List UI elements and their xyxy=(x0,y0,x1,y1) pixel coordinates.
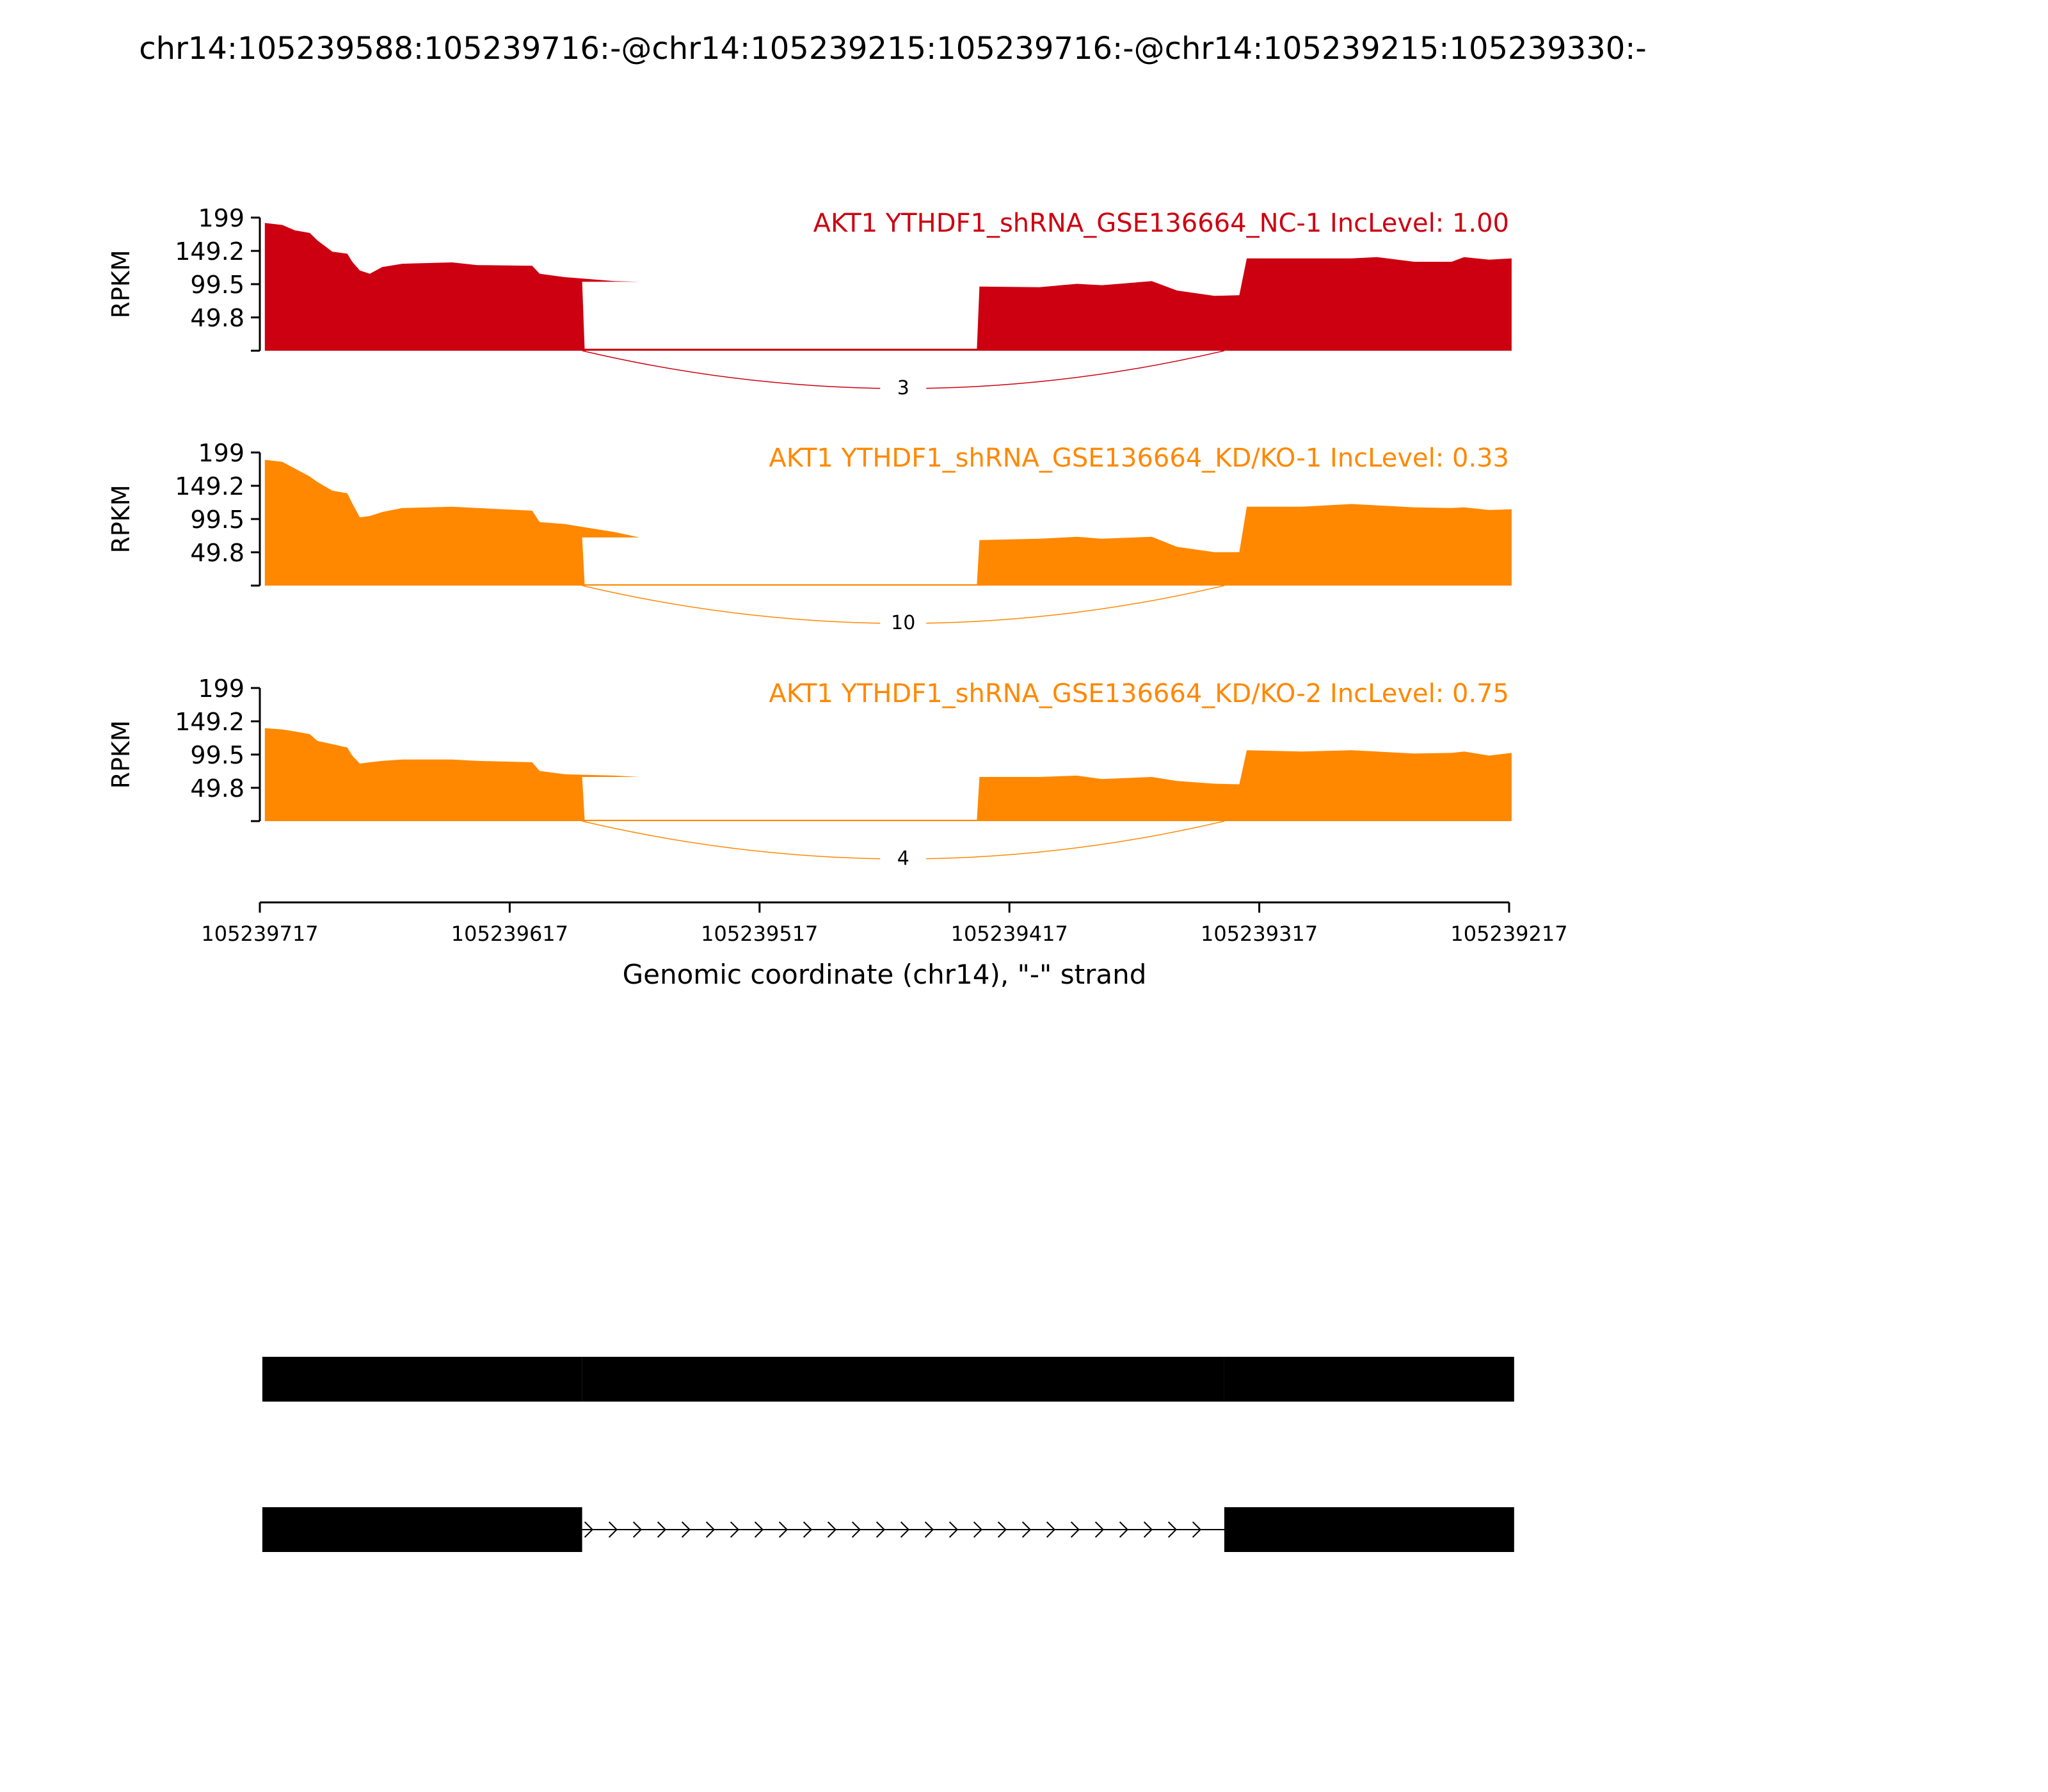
coverage-panel: 199 149.2 99.5 49.8 RPKM AKT1 YTHDF1_shRNA_GS… xyxy=(107,439,1512,634)
x-axis-label: Genomic coordinate (chr14), "-" strand xyxy=(623,959,1147,990)
x-axis: 105239717 105239617 105239517 105239417 1052… xyxy=(201,901,1568,990)
exon-block xyxy=(582,1357,1224,1402)
strand-arrow-icon xyxy=(1046,1521,1056,1538)
coverage-area xyxy=(264,728,1512,821)
exon-block xyxy=(262,1357,582,1402)
junction-label-bg xyxy=(880,609,927,634)
x-tick-label: 105239217 xyxy=(1450,922,1567,946)
junction-count-label: 4 xyxy=(897,847,909,870)
junction-count-label: 10 xyxy=(891,612,915,634)
exon-block xyxy=(1224,1507,1514,1552)
coverage-area xyxy=(264,460,1512,586)
strand-arrow-icon xyxy=(876,1521,886,1538)
strand-arrow-icon xyxy=(924,1521,934,1538)
panel-title: AKT1 YTHDF1_shRNA_GSE136664_KD/KO-1 IncL… xyxy=(769,444,1509,473)
transcript-track xyxy=(262,1507,1514,1552)
junction-count-label: 3 xyxy=(897,377,909,399)
panel-title: AKT1 YTHDF1_shRNA_GSE136664_KD/KO-2 IncL… xyxy=(769,679,1509,708)
x-tick-label: 105239717 xyxy=(201,922,318,946)
strand-arrow-icon xyxy=(1143,1521,1153,1538)
strand-arrow-icon xyxy=(973,1521,983,1538)
strand-arrow-icon xyxy=(948,1521,959,1538)
x-tick-label: 105239317 xyxy=(1201,922,1318,946)
y-tick-label: 149.2 xyxy=(175,472,244,500)
strand-arrow-icon xyxy=(900,1521,910,1538)
coverage-panel: 199 149.2 99.5 49.8 RPKM AKT1 YTHDF1_shRNA_GS… xyxy=(107,204,1512,399)
strand-arrow-icon xyxy=(608,1521,618,1538)
x-tick-label: 105239617 xyxy=(451,922,568,946)
y-tick-label: 49.8 xyxy=(190,774,244,803)
strand-arrow-icon xyxy=(1167,1521,1178,1538)
strand-arrow-icon xyxy=(1070,1521,1080,1538)
y-tick-label: 149.2 xyxy=(175,708,244,736)
strand-arrow-icon xyxy=(657,1521,667,1538)
panel-title: AKT1 YTHDF1_shRNA_GSE136664_NC-1 IncLeve… xyxy=(813,209,1509,238)
coverage-panels: 199 149.2 99.5 49.8 RPKM AKT1 YTHDF1_shRNA_GS… xyxy=(107,204,1512,870)
strand-arrow-icon xyxy=(997,1521,1007,1538)
y-tick-label: 49.8 xyxy=(190,539,244,567)
y-axis-label: RPKM xyxy=(107,720,135,788)
strand-arrow-icon xyxy=(584,1521,594,1538)
y-axis-label: RPKM xyxy=(107,484,135,553)
strand-arrow-icon xyxy=(1094,1521,1105,1538)
strand-arrow-icon xyxy=(705,1521,716,1538)
strand-arrow-icon xyxy=(827,1521,837,1538)
strand-arrow-icon xyxy=(1119,1521,1129,1538)
transcript-models xyxy=(262,1357,1514,1552)
coverage-panel: 199 149.2 99.5 49.8 RPKM AKT1 YTHDF1_shRNA_GS… xyxy=(107,675,1512,870)
strand-arrow-icon xyxy=(681,1521,691,1538)
y-tick-label: 99.5 xyxy=(190,271,244,299)
transcript-track xyxy=(262,1357,1514,1402)
y-tick-label: 99.5 xyxy=(190,741,244,769)
y-tick-label: 199 xyxy=(198,204,244,232)
coverage-area xyxy=(264,223,1512,351)
junction-label-bg xyxy=(880,844,927,870)
y-tick-label: 199 xyxy=(198,675,244,703)
y-tick-label: 149.2 xyxy=(175,237,244,266)
strand-arrow-icon xyxy=(803,1521,813,1538)
strand-arrow-icon xyxy=(632,1521,643,1538)
y-axis-label: RPKM xyxy=(107,250,135,318)
figure-title: chr14:105239588:105239716:-@chr14:105239… xyxy=(139,31,1647,67)
strand-arrow-icon xyxy=(851,1521,861,1538)
y-tick-label: 199 xyxy=(198,439,244,467)
strand-arrow-icon xyxy=(1192,1521,1202,1538)
strand-arrow-icon xyxy=(778,1521,788,1538)
exon-block xyxy=(1224,1357,1514,1402)
strand-arrow-icon xyxy=(754,1521,764,1538)
junction-label-bg xyxy=(880,374,927,399)
strand-arrow-icon xyxy=(730,1521,740,1538)
strand-arrow-icon xyxy=(1021,1521,1032,1538)
y-tick-label: 49.8 xyxy=(190,304,244,332)
x-tick-label: 105239517 xyxy=(701,922,818,946)
y-tick-label: 99.5 xyxy=(190,506,244,534)
x-tick-label: 105239417 xyxy=(951,922,1068,946)
exon-block xyxy=(262,1507,582,1552)
